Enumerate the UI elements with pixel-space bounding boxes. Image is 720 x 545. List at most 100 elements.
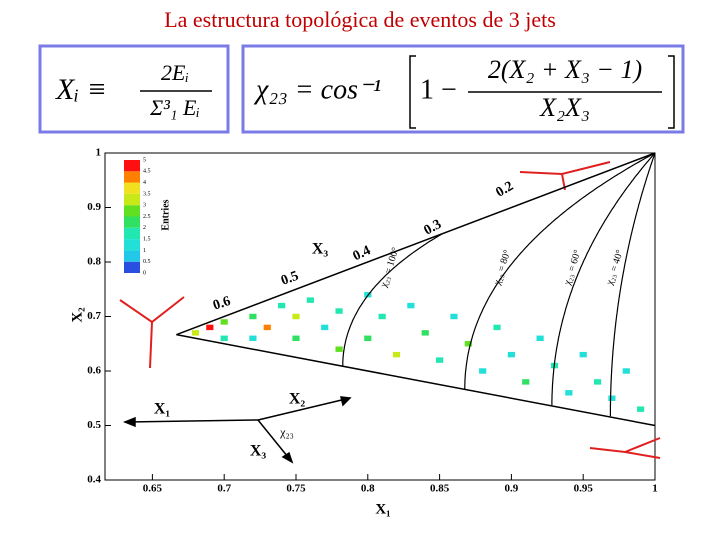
arrowhead xyxy=(122,396,352,464)
y-tick-label: 0.6 xyxy=(87,365,101,377)
cell xyxy=(579,351,587,358)
chi-label: χ₂₃ = 40° xyxy=(604,249,626,288)
jet-y xyxy=(589,437,661,459)
x-tick-label: 0.9 xyxy=(505,483,519,495)
cell xyxy=(593,379,602,385)
cell xyxy=(608,395,616,401)
x-tick-label: 0.8 xyxy=(361,483,375,495)
annotation: X₃ xyxy=(250,443,267,460)
cell xyxy=(479,368,487,374)
annotation: 0.4 xyxy=(351,243,373,264)
chi-curve xyxy=(342,233,442,367)
arrow xyxy=(257,397,351,421)
colorbar-tick-label: 0 xyxy=(143,270,146,276)
bracket xyxy=(409,55,675,129)
boundary xyxy=(176,152,656,427)
annotation: 0.5 xyxy=(279,269,301,289)
annotation: 0.2 xyxy=(494,179,517,201)
jet-diagrams xyxy=(119,161,661,459)
cell xyxy=(565,390,573,396)
formula-denominator: Σ³₁ Eᵢ xyxy=(149,95,200,120)
colorbar-tick-label: 2.5 xyxy=(143,214,151,220)
colorbar-tick-label: 0.5 xyxy=(143,259,151,265)
cell xyxy=(464,341,472,347)
cell xyxy=(206,324,214,331)
x-tick-label: 0.75 xyxy=(286,483,306,495)
chi-curve xyxy=(609,153,656,417)
x-tick-label: 0.85 xyxy=(430,483,450,495)
colorbar-swatch xyxy=(124,182,140,194)
cell xyxy=(292,335,300,342)
arrow xyxy=(124,419,259,423)
y-axis-label: X₂ xyxy=(69,307,85,323)
formula-box xyxy=(38,44,230,134)
annotation: X₁ xyxy=(154,401,171,418)
colorbar-label: Entries xyxy=(160,199,171,230)
cell xyxy=(436,357,444,363)
cell xyxy=(220,319,228,325)
annotation: X₃ xyxy=(312,241,329,258)
colorbar-tick-label: 3.5 xyxy=(143,191,151,197)
formula-lhs: χ₂₃ = cos⁻¹ xyxy=(253,74,381,105)
x-tick-label: 1 xyxy=(652,483,658,495)
cell xyxy=(364,335,372,342)
colorbar-tick-label: 5 xyxy=(143,157,146,163)
cell xyxy=(335,308,343,314)
jet-y xyxy=(119,296,185,369)
formula-numerator: 2Eᵢ xyxy=(161,60,189,85)
formula-lead: 1 − xyxy=(420,74,457,105)
cell xyxy=(321,324,329,331)
annotation: X₂ xyxy=(289,391,306,408)
colorbar-swatch xyxy=(124,171,140,183)
colorbar-tick-label: 4 xyxy=(143,180,146,186)
formula-denominator: X₂X₃ xyxy=(539,93,590,122)
cell xyxy=(292,313,300,320)
cell xyxy=(622,368,630,374)
colorbar-swatch xyxy=(124,239,140,251)
x-tick-label: 0.95 xyxy=(574,483,594,495)
x-axis-label: X₁ xyxy=(375,501,390,517)
annotation: 0.6 xyxy=(211,294,232,314)
colorbar-swatch xyxy=(124,261,140,273)
cell xyxy=(278,302,286,309)
x-tick-label: 0.65 xyxy=(143,483,163,495)
y-tick-label: 0.7 xyxy=(87,310,101,322)
annotation: 0.3 xyxy=(422,217,444,238)
colorbar-tick-label: 3 xyxy=(143,203,146,209)
colorbar-tick-label: 2 xyxy=(143,225,146,231)
colorbar-swatch xyxy=(124,160,140,172)
cell xyxy=(407,302,415,309)
cell xyxy=(392,351,401,358)
x-tick-label: 0.7 xyxy=(217,483,231,495)
y-tick-label: 0.5 xyxy=(87,419,101,431)
cell xyxy=(507,351,515,358)
cell xyxy=(335,346,343,352)
colorbar-swatch xyxy=(124,205,140,217)
colorbar-tick-label: 1.5 xyxy=(143,236,151,242)
chi-curve xyxy=(551,153,655,406)
cell xyxy=(637,406,645,412)
colorbar-swatch xyxy=(124,216,140,228)
colorbar-swatch xyxy=(124,250,140,262)
y-tick-label: 1 xyxy=(96,147,102,159)
formula-lhs: Xᵢ ≡ xyxy=(55,73,107,106)
cell xyxy=(450,313,458,320)
cell xyxy=(421,330,429,336)
formula-box xyxy=(241,44,685,134)
colorbar-tick-label: 4.5 xyxy=(143,169,151,175)
formula-numerator: 2(X₂ + X₃ − 1) xyxy=(488,55,642,84)
cell xyxy=(306,297,314,303)
colorbar-tick-label: 1 xyxy=(143,248,146,254)
annotation: χ₂₃ xyxy=(279,425,294,439)
chi-curve xyxy=(464,152,655,389)
cell xyxy=(536,335,544,342)
cell xyxy=(378,313,386,320)
cell xyxy=(493,324,501,331)
chi-label: χ₂₃ = 80° xyxy=(491,249,513,288)
y-tick-label: 0.4 xyxy=(87,474,101,486)
colorbar-swatch xyxy=(124,227,140,240)
cell xyxy=(263,324,271,331)
momentum-diagram xyxy=(122,396,352,464)
